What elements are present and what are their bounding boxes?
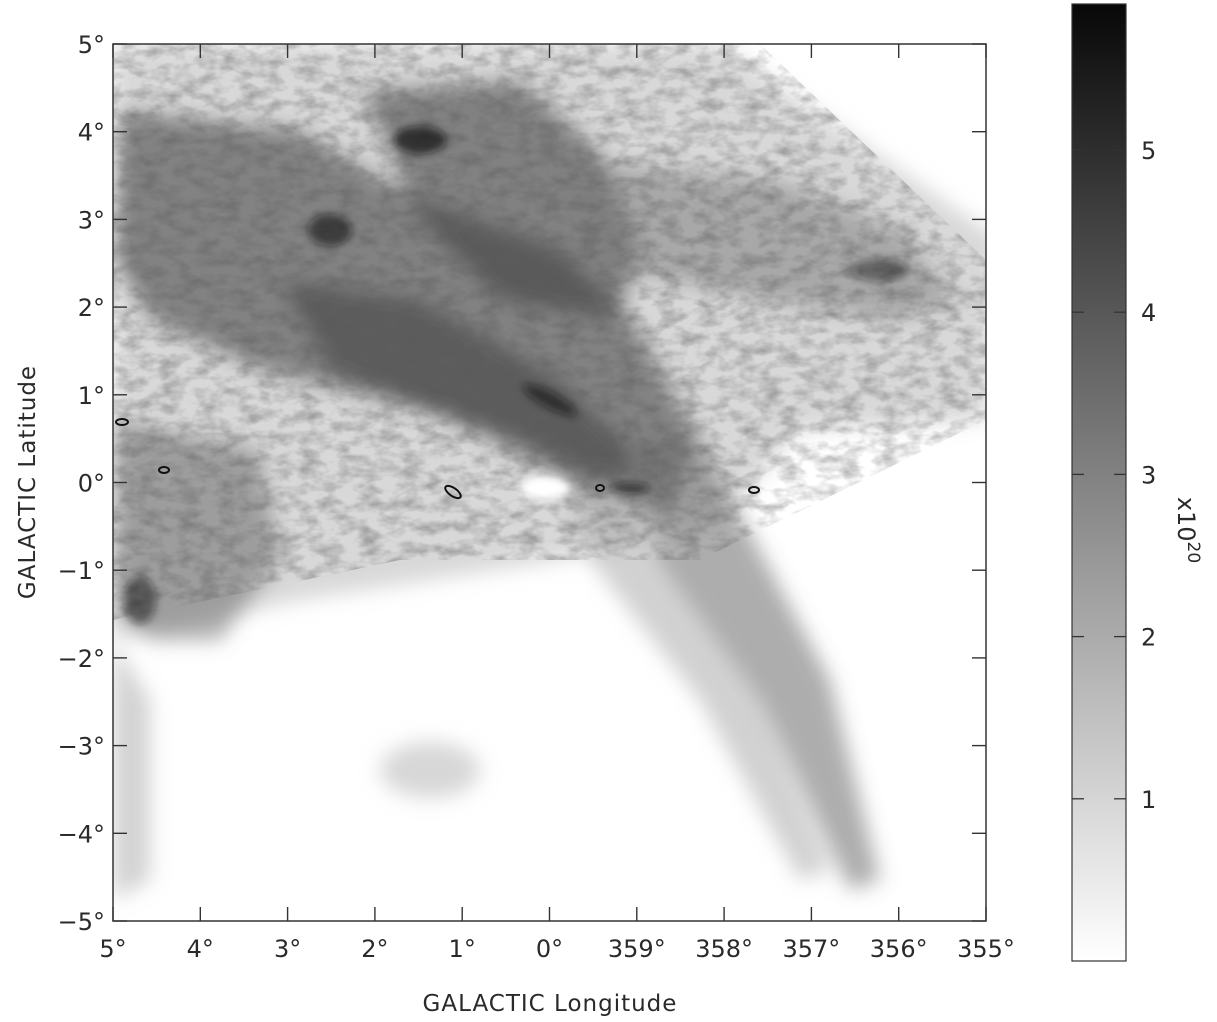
colorbar: 1 2 3 4 5 x1020 — [1071, 3, 1203, 962]
x-tick-label: 358° — [695, 935, 753, 963]
intensity-map — [113, 44, 986, 921]
colorbar-unit-exponent: 20 — [1183, 542, 1203, 564]
colorbar-tick-label: 2 — [1141, 624, 1156, 652]
y-tick-label: 1° — [78, 382, 105, 410]
y-tick-label: −1° — [58, 557, 105, 585]
x-axis-title: GALACTIC Longitude — [423, 991, 678, 1017]
x-tick-label: 3° — [274, 935, 301, 963]
x-tick-label: 356° — [870, 935, 928, 963]
colorbar-tick-label: 3 — [1141, 461, 1156, 489]
colorbar-ticks: 1 2 3 4 5 — [1072, 137, 1156, 814]
y-tick-label: −5° — [58, 908, 105, 936]
x-tick-label: 2° — [361, 935, 388, 963]
colorbar-tick-label: 5 — [1141, 137, 1156, 165]
colorbar-gradient — [1071, 3, 1127, 962]
x-tick-label: 5° — [99, 935, 126, 963]
x-tick-label: 4° — [187, 935, 214, 963]
y-axis-title: GALACTIC Latitude — [15, 365, 41, 599]
x-tick-label: 0° — [536, 935, 563, 963]
x-tick-label: 357° — [782, 935, 840, 963]
y-axis: 5° 4° 3° 2° 1° 0° −1° −2° −3° −4° −5° — [58, 31, 986, 936]
x-axis: 5° 4° 3° 2° 1° 0° 359° 358° 357° 356° 355° — [99, 44, 1015, 963]
y-tick-label: 2° — [78, 294, 105, 322]
x-tick-label: 359° — [608, 935, 666, 963]
colorbar-unit-label: x1020 — [1172, 497, 1203, 563]
y-tick-label: 3° — [78, 206, 105, 234]
y-tick-label: 0° — [78, 470, 105, 498]
y-tick-label: −3° — [58, 733, 105, 761]
colorbar-unit-base: x10 — [1172, 497, 1200, 542]
x-tick-label: 355° — [957, 935, 1015, 963]
y-tick-label: −2° — [58, 645, 105, 673]
y-tick-label: −4° — [58, 820, 105, 848]
y-tick-label: 4° — [78, 119, 105, 147]
y-tick-label: 5° — [78, 31, 105, 59]
colorbar-tick-label: 1 — [1141, 786, 1156, 814]
x-tick-label: 1° — [449, 935, 476, 963]
colorbar-tick-label: 4 — [1141, 299, 1156, 327]
